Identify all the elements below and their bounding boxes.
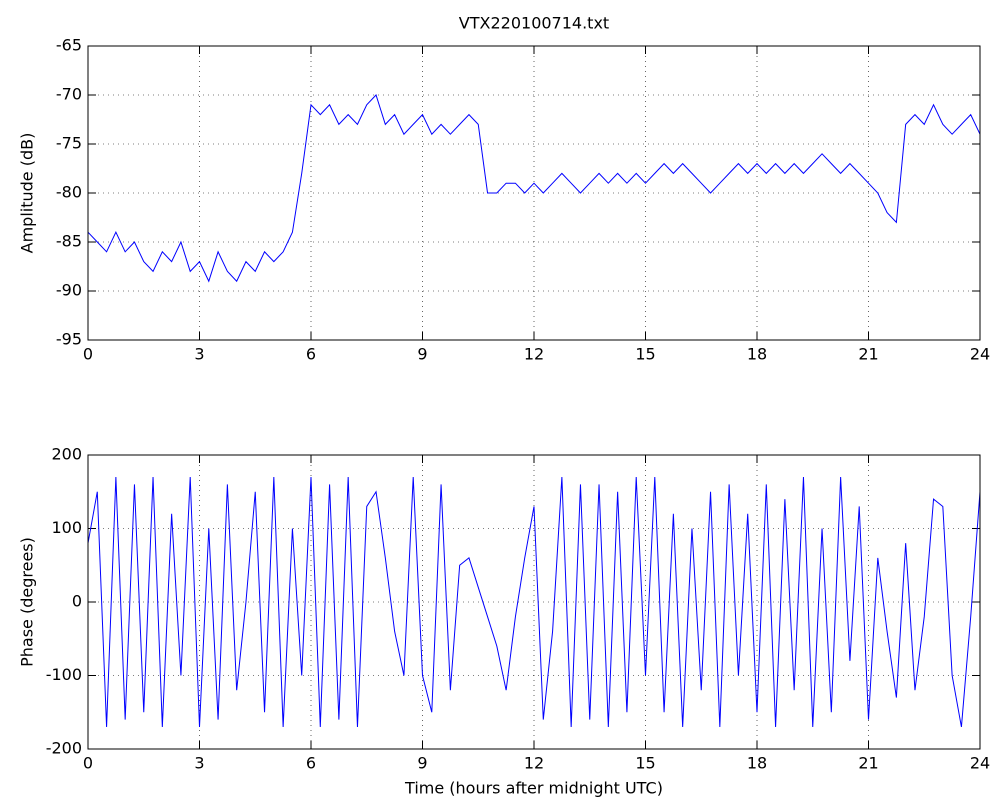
x-tick-label: 12: [524, 345, 544, 364]
x-tick-label: 21: [858, 345, 878, 364]
y-axis-label: Phase (degrees): [18, 537, 37, 667]
y-tick-label: -70: [56, 85, 82, 104]
x-tick-label: 12: [524, 754, 544, 773]
x-tick-label: 6: [306, 345, 316, 364]
y-tick-label: -85: [56, 232, 82, 251]
data-line: [87, 94, 981, 283]
x-tick-label: 3: [194, 345, 204, 364]
axes-frame: [87, 45, 981, 341]
x-tick-label: 15: [635, 345, 655, 364]
y-tick-label: -75: [56, 134, 82, 153]
chart-title: VTX220100714.txt: [459, 14, 609, 33]
x-tick-label: 3: [194, 754, 204, 773]
x-axis-label: Time (hours after midnight UTC): [404, 779, 663, 798]
y-tick-label: 200: [51, 445, 82, 464]
y-tick-label: -200: [46, 739, 82, 758]
y-axis-label: Amplitude (dB): [18, 133, 37, 254]
x-tick-label: 24: [970, 345, 990, 364]
x-tick-label: 9: [417, 754, 427, 773]
x-tick-label: 15: [635, 754, 655, 773]
y-tick-label: -65: [56, 36, 82, 55]
data-line: [87, 477, 981, 728]
x-tick-label: 24: [970, 754, 990, 773]
y-tick-label: -80: [56, 183, 82, 202]
x-tick-label: 21: [858, 754, 878, 773]
x-tick-label: 18: [747, 345, 767, 364]
y-tick-label: 0: [72, 592, 82, 611]
y-tick-label: -100: [46, 665, 82, 684]
x-tick-label: 0: [83, 754, 93, 773]
axes-frame: [87, 454, 981, 750]
x-tick-label: 9: [417, 345, 427, 364]
y-tick-label: -90: [56, 281, 82, 300]
y-tick-label: 100: [51, 518, 82, 537]
x-tick-label: 6: [306, 754, 316, 773]
x-tick-label: 18: [747, 754, 767, 773]
x-tick-label: 0: [83, 345, 93, 364]
y-tick-label: -95: [56, 330, 82, 349]
